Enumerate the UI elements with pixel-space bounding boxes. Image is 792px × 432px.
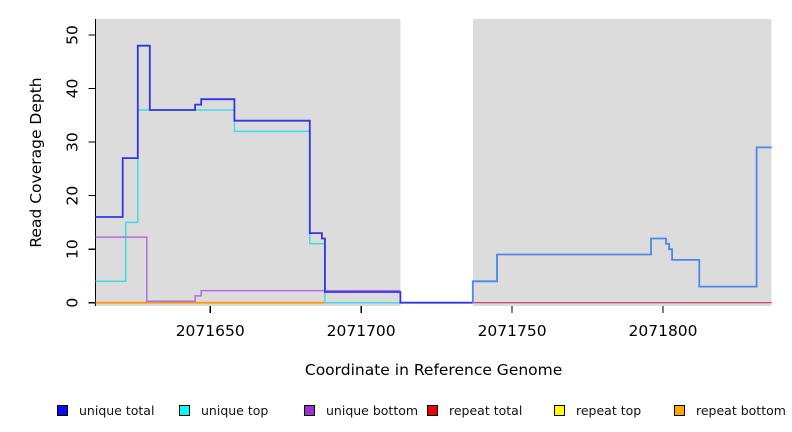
x-tick-label: 2071800 (629, 322, 698, 340)
y-tick-label: 50 (64, 25, 82, 45)
series-line-unique-total (95, 44, 473, 304)
x-tick-label: 2071750 (478, 322, 547, 340)
legend-item-repeat-bottom: repeat bottom (674, 401, 786, 419)
x-tick-label: 2071650 (176, 322, 245, 340)
coverage-plot: 0 10 20 30 40 50 2071650 2071700 2071750 2071800 C… (27, 19, 772, 379)
legend-item-unique-bottom: unique bottom (304, 401, 418, 419)
legend-label: repeat top (576, 402, 642, 418)
legend-swatch-unique-top (179, 404, 190, 416)
legend-swatch-unique-total (57, 404, 68, 416)
y-axis-title: Read Coverage Depth (27, 77, 45, 247)
legend-item-repeat-top: repeat top (554, 401, 641, 419)
y-tick-label: 10 (64, 239, 82, 259)
legend-label: unique bottom (326, 402, 419, 418)
y-tick-label: 20 (64, 186, 82, 206)
series-line-unique-bottom (95, 236, 401, 303)
legend-swatch-repeat-total (427, 404, 438, 416)
legend-label: repeat bottom (696, 402, 786, 418)
legend-swatch-repeat-bottom (674, 404, 685, 416)
y-tick-label: 30 (64, 132, 82, 152)
legend-label: repeat total (449, 402, 523, 418)
no-data-band (400, 19, 473, 306)
coverage-chart-svg: 0 10 20 30 40 50 2071650 2071700 2071750 2071800 C… (27, 19, 772, 379)
legend-label: unique top (201, 402, 269, 418)
legend-swatch-repeat-top (554, 404, 565, 416)
legend-item-unique-total: unique total (57, 401, 154, 419)
legend-item-unique-top: unique top (179, 401, 268, 419)
legend-item-repeat-total: repeat total (427, 401, 522, 419)
y-tick-label: 0 (64, 298, 82, 308)
y-tick-label: 40 (64, 79, 82, 99)
legend-swatch-unique-bottom (304, 404, 315, 416)
legend: unique total unique top unique bottom repea… (0, 401, 792, 423)
x-axis-title: Coordinate in Reference Genome (305, 361, 562, 379)
legend-label: unique total (79, 402, 155, 418)
series-line-unique-total-right (471, 146, 772, 303)
x-tick-label: 2071700 (327, 322, 396, 340)
